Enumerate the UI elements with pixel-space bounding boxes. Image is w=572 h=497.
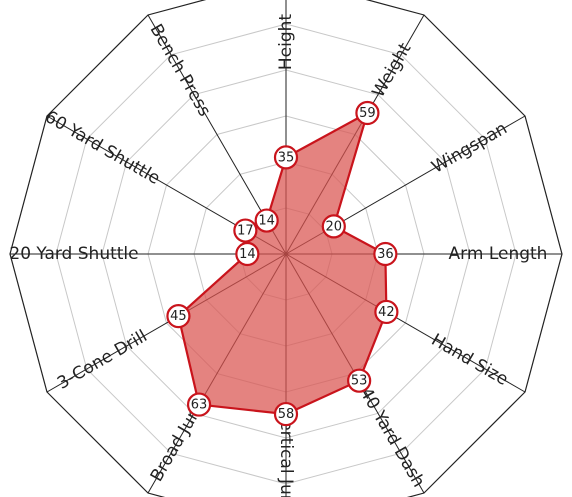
axis-label: 3-Cone Drill [54, 326, 151, 393]
data-point [254, 208, 279, 233]
data-point [355, 100, 380, 126]
axis-label: Arm Length [449, 244, 548, 264]
data-label: 42 [378, 305, 395, 320]
axis-label: Hand Size [428, 330, 512, 390]
data-label: 35 [278, 150, 295, 165]
data-label: 14 [258, 214, 275, 229]
data-point [321, 214, 346, 239]
data-point [273, 145, 299, 170]
data-label: 20 [326, 219, 343, 234]
axis-label: 60 Yard Shuttle [41, 107, 163, 189]
data-point [347, 368, 372, 393]
axis-label: 40 Yard Dash [355, 384, 428, 491]
axis-label: Height [276, 14, 296, 71]
data-point [235, 241, 260, 267]
axis-label: Weight [369, 39, 416, 101]
data-point [273, 401, 299, 427]
data-label: 53 [351, 374, 368, 389]
data-point [166, 304, 191, 329]
data-point [374, 299, 399, 325]
axis-label: Vertical Jump [276, 410, 296, 497]
data-label: 36 [377, 247, 394, 262]
data-label: 63 [191, 398, 208, 413]
data-label: 14 [239, 247, 256, 262]
data-point [186, 392, 212, 417]
data-label: 17 [237, 224, 254, 239]
data-label: 58 [278, 407, 295, 422]
data-point [233, 218, 258, 243]
data-label: 45 [170, 309, 187, 324]
axis-label: Wingspan [428, 118, 510, 177]
data-label: 59 [359, 106, 376, 121]
data-point [373, 241, 398, 267]
axis-label: 20 Yard Shuttle [9, 244, 138, 264]
